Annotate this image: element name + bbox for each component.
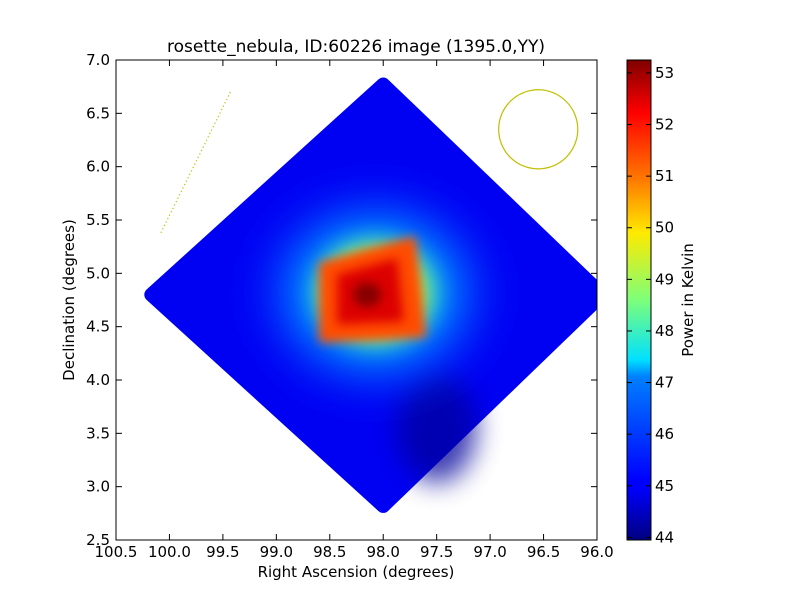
x-tick-label: 96.5 [527,543,560,561]
colorbar-tick-label: 46 [655,425,674,443]
x-tick-label: 96.0 [580,543,613,561]
peak-spot [353,282,382,307]
x-tick-label: 97.5 [420,543,453,561]
colorbar-tick-label: 50 [655,219,674,237]
x-axis-label: Right Ascension (degrees) [258,563,455,581]
plot-frame [115,59,598,541]
y-tick-label: 4.0 [86,371,110,389]
colorbar-tick-label: 52 [655,116,674,134]
y-tick-label: 3.5 [86,424,110,442]
x-tick-label: 100.5 [95,543,138,561]
x-tick-label: 100.0 [148,543,191,561]
colorbar-tick-label: 53 [655,64,674,82]
y-tick-label: 3.0 [86,478,110,496]
x-tick-label: 98.0 [367,543,400,561]
y-tick-label: 4.5 [86,318,110,336]
y-axis: 2.5 3.0 3.5 4.0 4.5 5.0 5.5 6.0 6.5 7.0 [86,51,597,549]
y-tick-label: 2.5 [86,531,110,549]
y-tick-label: 7.0 [86,51,110,69]
y-axis-label: Declination (degrees) [60,219,78,381]
colorbar [626,59,652,541]
x-tick-label: 98.5 [313,543,346,561]
colorbar-tick-label: 44 [655,528,674,546]
overlay-layer [160,89,579,234]
x-tick-label: 99.5 [206,543,239,561]
colorbar-tick-label: 51 [655,167,674,185]
y-tick-label: 6.0 [86,158,110,176]
colorbar-tick-label: 49 [655,270,674,288]
y-tick-label: 6.5 [86,104,110,122]
dim-region [396,373,477,483]
chart-title: rosette_nebula, ID:60226 image (1395.0,Y… [167,37,545,57]
x-tick-label: 97.0 [473,543,506,561]
x-axis: 100.5 100.0 99.5 99.0 98.5 98.0 97.5 97.0 96.5 96… [95,60,614,561]
colorbar-tick-label: 45 [655,477,674,495]
beam-circle [498,89,579,170]
heatmap-image [144,77,597,513]
colorbar-tick-label: 48 [655,322,674,340]
y-tick-label: 5.5 [86,211,110,229]
colorbar-tick-label: 47 [655,374,674,392]
colorbar-ticks: 44 45 46 47 48 49 50 51 52 53 [627,64,674,546]
colorbar-label: Power in Kelvin [679,243,697,357]
x-tick-label: 99.0 [260,543,293,561]
y-tick-label: 5.0 [86,264,110,282]
